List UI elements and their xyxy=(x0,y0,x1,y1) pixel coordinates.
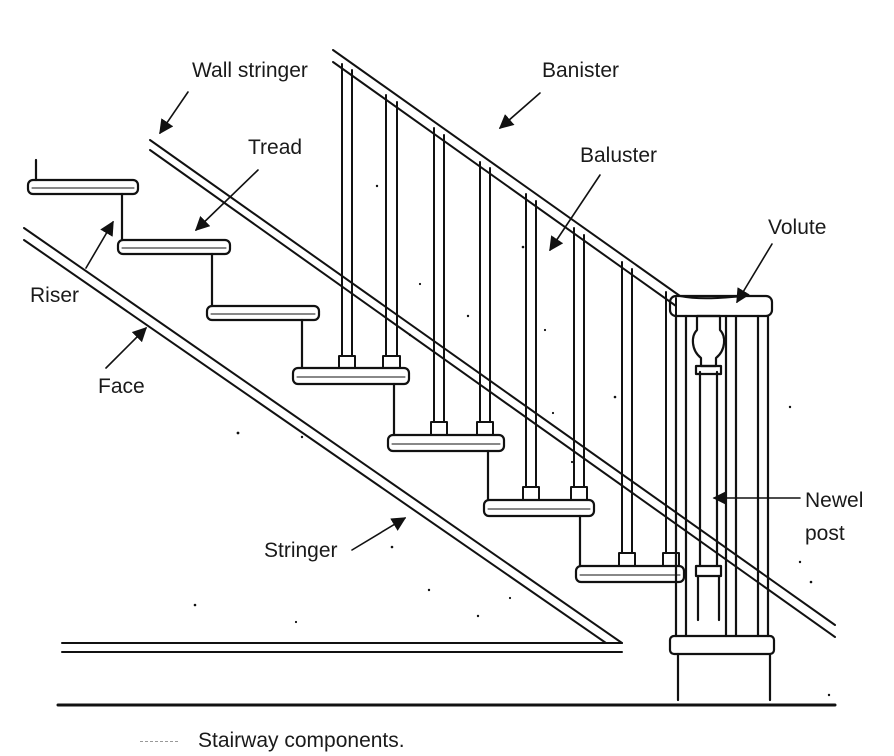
label-tread: Tread xyxy=(248,136,303,159)
balusters xyxy=(338,63,680,567)
arrow-riser xyxy=(85,220,114,269)
label-newel-post-line2: post xyxy=(805,522,845,545)
leader-arrows xyxy=(85,91,801,551)
label-face: Face xyxy=(98,375,145,398)
label-newel-post-line1: Newel xyxy=(805,489,864,512)
label-wall-stringer: Wall stringer xyxy=(192,59,308,82)
banister xyxy=(332,49,746,307)
arrow-banister xyxy=(498,92,541,129)
stair-steps xyxy=(26,158,686,584)
newel-post xyxy=(668,294,776,702)
arrow-face xyxy=(105,326,148,369)
wall-texture xyxy=(193,184,831,697)
arrow-volute xyxy=(736,243,773,304)
label-volute: Volute xyxy=(768,216,827,239)
label-banister: Banister xyxy=(542,59,620,82)
label-baluster: Baluster xyxy=(580,144,658,167)
arrow-stringer xyxy=(351,517,407,551)
arrow-baluster xyxy=(549,174,601,252)
outer-stringer xyxy=(23,227,623,653)
arrow-wall-stringer xyxy=(159,91,189,135)
wall-stringer xyxy=(149,139,836,638)
label-riser: Riser xyxy=(30,284,80,307)
caption-marker xyxy=(140,741,178,742)
figure-caption: Stairway components. xyxy=(198,729,405,752)
label-stringer: Stringer xyxy=(264,539,338,562)
arrow-tread xyxy=(194,169,259,232)
